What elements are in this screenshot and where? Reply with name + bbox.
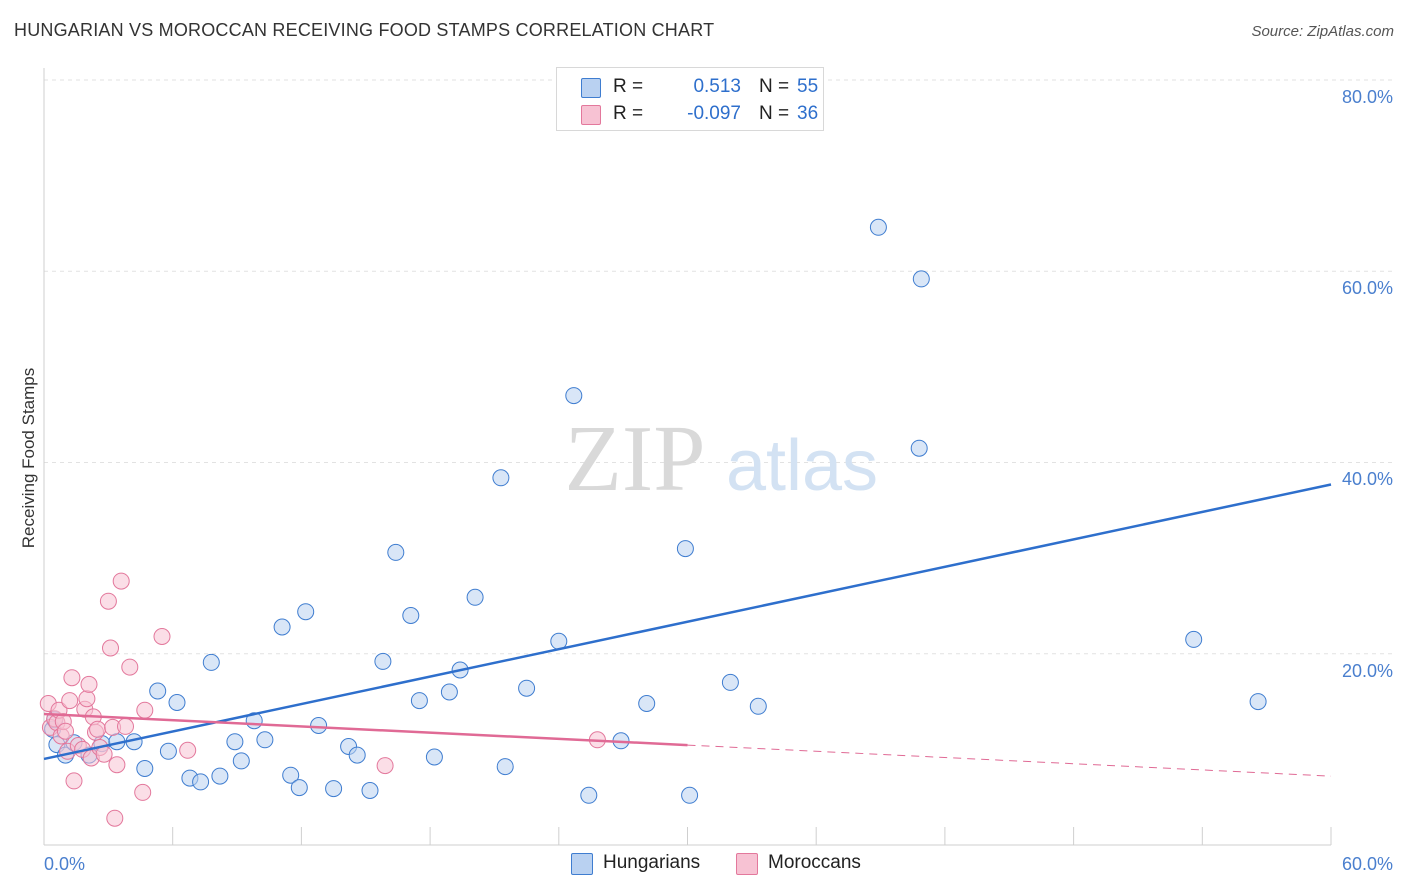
point-moroccan-30 xyxy=(121,658,139,676)
point-moroccan-31 xyxy=(134,783,152,801)
point-hungarian-18 xyxy=(232,752,250,770)
watermark: ZIP atlas xyxy=(565,407,879,511)
point-hungarian-12 xyxy=(168,694,186,711)
point-hungarian-51 xyxy=(910,439,928,457)
source-credit: Source: ZipAtlas.com xyxy=(1251,23,1394,40)
point-hungarian-33 xyxy=(410,692,428,710)
point-moroccan-33 xyxy=(153,628,171,645)
point-hungarian-34 xyxy=(425,748,443,766)
point-hungarian-42 xyxy=(565,387,583,405)
point-hungarian-23 xyxy=(290,779,308,797)
point-hungarian-30 xyxy=(374,652,392,670)
legend-r-label: R = xyxy=(613,103,644,124)
point-moroccan-7 xyxy=(57,722,74,740)
point-hungarian-25 xyxy=(310,717,328,734)
point-hungarian-39 xyxy=(496,758,514,776)
chart-title: HUNGARIAN VS MOROCCAN RECEIVING FOOD STA… xyxy=(14,20,715,40)
point-hungarian-50 xyxy=(869,218,887,236)
point-hungarian-35 xyxy=(440,683,458,701)
point-moroccan-24 xyxy=(102,639,119,657)
bottom-legend-hungarians: Hungarians xyxy=(571,852,721,876)
point-hungarian-31 xyxy=(387,543,405,561)
point-hungarian-16 xyxy=(211,767,229,785)
point-moroccan-26 xyxy=(106,809,124,827)
point-moroccan-34 xyxy=(179,741,197,759)
watermark-atlas: atlas xyxy=(726,426,878,506)
axes xyxy=(43,68,1332,846)
point-hungarian-40 xyxy=(518,679,536,697)
point-hungarian-14 xyxy=(192,773,210,791)
point-moroccan-10 xyxy=(63,669,81,687)
point-hungarian-10 xyxy=(149,682,167,700)
legend-n-value: 55 xyxy=(797,76,819,97)
point-moroccan-9 xyxy=(61,692,79,710)
bottom-legend-label: Hungarians xyxy=(603,852,701,873)
legend-n-value: 36 xyxy=(797,103,819,124)
legend-r-label: R = xyxy=(613,76,644,97)
legend-swatch-blue xyxy=(581,78,601,98)
point-hungarian-37 xyxy=(466,588,484,606)
trend-lines xyxy=(43,483,1332,777)
point-hungarian-29 xyxy=(361,782,379,799)
point-hungarian-38 xyxy=(492,469,510,487)
legend-swatch-pink xyxy=(581,105,601,125)
watermark-zip: ZIP xyxy=(565,407,706,511)
point-moroccan-11 xyxy=(65,772,83,790)
data-points xyxy=(39,218,1267,827)
correlation-legend: R = 0.513 N = 55 R = -0.097 N = 36 xyxy=(556,67,824,131)
point-moroccan-28 xyxy=(112,572,130,590)
point-moroccan-23 xyxy=(99,592,117,610)
point-moroccan-22 xyxy=(95,745,113,763)
y-axis-label: Receiving Food Stamps xyxy=(19,368,38,548)
trend-line-hungarian xyxy=(43,483,1332,761)
y-tick-label-60: 60.0% xyxy=(1342,278,1393,298)
point-moroccan-16 xyxy=(80,675,98,693)
legend-n-label: N = xyxy=(759,103,790,124)
point-hungarian-22 xyxy=(282,766,300,784)
point-hungarian-54 xyxy=(1249,693,1267,711)
point-moroccan-29 xyxy=(117,717,134,735)
point-hungarian-46 xyxy=(676,540,694,558)
trend-line-moroccan xyxy=(43,712,688,747)
trend-line-moroccan-extension xyxy=(687,744,1332,777)
bottom-legend-moroccans: Moroccans xyxy=(736,852,886,876)
point-hungarian-43 xyxy=(580,786,598,804)
point-moroccan-20 xyxy=(89,720,107,738)
legend-r-value: 0.513 xyxy=(693,76,741,97)
point-hungarian-47 xyxy=(681,786,699,804)
point-hungarian-26 xyxy=(325,780,343,798)
point-hungarian-48 xyxy=(721,673,739,691)
bottom-legend-swatch-blue xyxy=(571,853,593,875)
x-tick-label-0: 0.0% xyxy=(44,854,85,874)
bottom-legend-label: Moroccans xyxy=(768,852,861,873)
point-hungarian-32 xyxy=(402,607,420,624)
legend-n-label: N = xyxy=(759,76,790,97)
y-tick-label-40: 40.0% xyxy=(1342,469,1393,489)
bottom-legend-swatch-pink xyxy=(736,853,758,875)
point-hungarian-24 xyxy=(297,603,315,621)
point-moroccan-35 xyxy=(376,757,394,775)
point-hungarian-53 xyxy=(1185,630,1203,648)
point-moroccan-15 xyxy=(78,690,96,708)
point-hungarian-52 xyxy=(912,270,930,288)
point-hungarian-20 xyxy=(256,731,274,749)
point-hungarian-49 xyxy=(749,697,767,715)
point-hungarian-28 xyxy=(348,746,366,764)
point-moroccan-27 xyxy=(108,756,126,774)
point-hungarian-11 xyxy=(159,742,177,760)
y-tick-label-80: 80.0% xyxy=(1342,87,1393,107)
point-hungarian-17 xyxy=(226,733,244,751)
point-moroccan-32 xyxy=(136,701,154,719)
grid-lines xyxy=(44,79,1392,655)
legend-r-value: -0.097 xyxy=(687,103,741,124)
y-tick-label-20: 20.0% xyxy=(1342,661,1393,681)
x-tick-label-60: 60.0% xyxy=(1342,854,1393,874)
point-hungarian-9 xyxy=(136,760,154,777)
point-hungarian-15 xyxy=(202,653,220,671)
point-hungarian-21 xyxy=(273,618,291,636)
point-hungarian-45 xyxy=(638,695,656,712)
